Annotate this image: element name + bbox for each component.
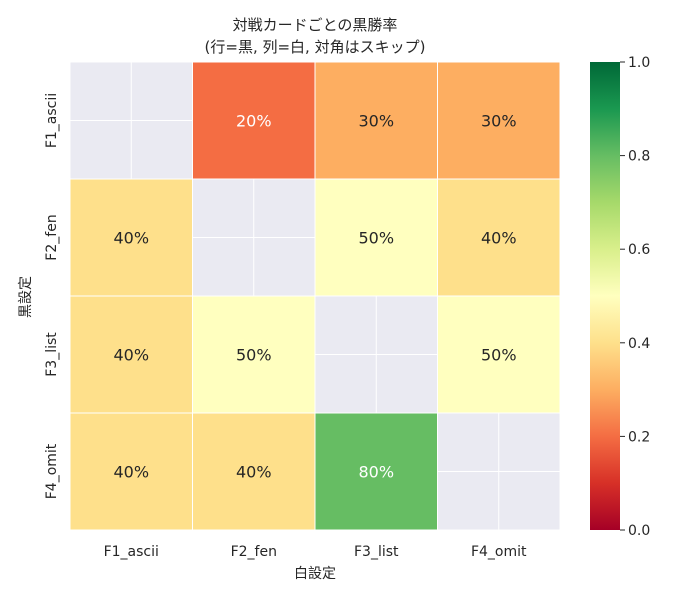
x-tick-label: F3_list (354, 544, 399, 560)
heatmap-cell (192, 62, 315, 179)
cell-value-label: 50% (236, 346, 272, 365)
x-axis-label: 白設定 (294, 566, 336, 582)
y-axis-label: 黒設定 (18, 276, 34, 318)
heatmap-cell (192, 413, 315, 530)
cell-value-label: 50% (481, 346, 517, 365)
colorbar-ticks: 0.0 0.2 0.4 0.6 0.8 1.0 (620, 55, 650, 539)
heatmap-cell (70, 179, 193, 296)
heatmap-cell (315, 62, 438, 179)
chart-title-line-2: (行=黒, 列=白, 対角はスキップ) (205, 38, 426, 56)
heatmap-cell (437, 296, 560, 413)
heatmap-cell (70, 413, 193, 530)
colorbar-tick-label: 0.2 (628, 429, 650, 445)
y-tick-label: F3_list (44, 332, 60, 377)
x-tick-labels: F1_ascii F2_fen F3_list F4_omit (104, 544, 527, 560)
heatmap-cell (315, 413, 438, 530)
y-tick-label: F1_ascii (44, 93, 60, 148)
heatmap-cell (437, 179, 560, 296)
colorbar (590, 62, 620, 530)
chart-title-line-1: 対戦カードごとの黒勝率 (233, 16, 398, 34)
cell-value-label: 20% (236, 112, 272, 131)
heatmap-cell (315, 179, 438, 296)
colorbar-tick-label: 0.4 (628, 336, 650, 352)
cell-value-label: 40% (113, 346, 149, 365)
colorbar-tick-label: 1.0 (628, 55, 650, 71)
y-tick-label: F2_fen (44, 214, 60, 260)
x-tick-label: F4_omit (471, 544, 527, 560)
cell-value-label: 50% (358, 229, 394, 248)
cell-value-label: 40% (236, 463, 272, 482)
cell-value-label: 80% (358, 463, 394, 482)
y-tick-label: F4_omit (44, 443, 60, 499)
colorbar-tick-label: 0.8 (628, 149, 650, 165)
cell-value-label: 30% (481, 112, 517, 131)
colorbar-tick-label: 0.6 (628, 242, 650, 258)
heatmap-plot-area: 20% 30% 30% 40% 50% 40% 40% 50% 50% 40% 40% 80% (69, 61, 561, 531)
cell-value-label: 40% (113, 463, 149, 482)
x-tick-label: F2_fen (231, 544, 277, 560)
heatmap-cell (192, 296, 315, 413)
cell-value-label: 30% (358, 112, 394, 131)
heatmap-cell (70, 296, 193, 413)
x-tick-label: F1_ascii (104, 544, 159, 560)
heatmap-cell (437, 62, 560, 179)
colorbar-tick-label: 0.0 (628, 523, 650, 539)
cell-value-label: 40% (481, 229, 517, 248)
cell-value-label: 40% (113, 229, 149, 248)
y-tick-labels: F1_ascii F2_fen F3_list F4_omit (44, 93, 60, 499)
